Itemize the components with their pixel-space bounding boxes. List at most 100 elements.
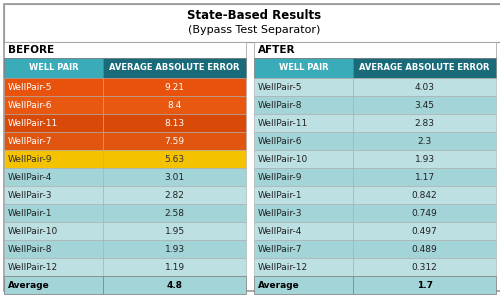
Bar <box>103 204 246 222</box>
Text: (Bypass Test Separator): (Bypass Test Separator) <box>188 25 320 35</box>
Bar <box>103 78 246 96</box>
Bar <box>254 150 353 168</box>
Text: WellPair-1: WellPair-1 <box>8 209 52 217</box>
Text: Average: Average <box>258 281 300 289</box>
Text: 5.63: 5.63 <box>164 155 184 163</box>
Text: WellPair-7: WellPair-7 <box>258 245 302 253</box>
Text: WellPair-5: WellPair-5 <box>258 83 302 91</box>
Text: 8.13: 8.13 <box>164 119 184 127</box>
Text: WellPair-12: WellPair-12 <box>258 263 308 271</box>
Text: 1.95: 1.95 <box>164 227 184 235</box>
Bar <box>103 186 246 204</box>
Bar <box>4 150 103 168</box>
Text: WellPair-5: WellPair-5 <box>8 83 52 91</box>
Bar <box>254 240 353 258</box>
Text: 0.842: 0.842 <box>412 191 438 199</box>
Text: 1.19: 1.19 <box>164 263 184 271</box>
Bar <box>353 186 496 204</box>
Text: WellPair-11: WellPair-11 <box>8 119 58 127</box>
Bar <box>103 150 246 168</box>
Bar <box>103 132 246 150</box>
Bar <box>353 114 496 132</box>
Bar <box>353 222 496 240</box>
Bar <box>353 276 496 294</box>
Bar <box>353 96 496 114</box>
Bar <box>254 276 353 294</box>
Bar <box>4 168 103 186</box>
Bar <box>4 258 103 276</box>
Text: WellPair-8: WellPair-8 <box>258 101 302 109</box>
Bar <box>254 204 353 222</box>
Text: 9.21: 9.21 <box>164 83 184 91</box>
Text: 2.3: 2.3 <box>418 137 432 145</box>
Bar <box>353 150 496 168</box>
Bar <box>353 58 496 78</box>
Bar <box>254 168 353 186</box>
Bar <box>4 42 246 58</box>
Bar <box>4 114 103 132</box>
Text: WellPair-4: WellPair-4 <box>258 227 302 235</box>
Text: 8.4: 8.4 <box>168 101 181 109</box>
Text: 0.497: 0.497 <box>412 227 438 235</box>
Text: 0.489: 0.489 <box>412 245 438 253</box>
Text: WellPair-1: WellPair-1 <box>258 191 302 199</box>
Text: WellPair-3: WellPair-3 <box>8 191 52 199</box>
Text: 2.83: 2.83 <box>414 119 434 127</box>
Bar <box>103 222 246 240</box>
Text: 0.749: 0.749 <box>412 209 438 217</box>
Text: AFTER: AFTER <box>258 45 296 55</box>
Bar <box>254 96 353 114</box>
Text: WellPair-6: WellPair-6 <box>258 137 302 145</box>
Text: AVERAGE ABSOLUTE ERROR: AVERAGE ABSOLUTE ERROR <box>110 63 240 73</box>
Bar <box>103 276 246 294</box>
Bar <box>103 168 246 186</box>
Text: WellPair-3: WellPair-3 <box>258 209 302 217</box>
Text: WellPair-9: WellPair-9 <box>258 173 302 181</box>
Bar <box>4 240 103 258</box>
Text: WellPair-10: WellPair-10 <box>8 227 58 235</box>
Bar <box>254 78 353 96</box>
Text: WELL PAIR: WELL PAIR <box>279 63 328 73</box>
Bar <box>254 58 353 78</box>
Text: WellPair-12: WellPair-12 <box>8 263 58 271</box>
Text: 3.01: 3.01 <box>164 173 184 181</box>
Text: 1.93: 1.93 <box>414 155 434 163</box>
Text: WellPair-9: WellPair-9 <box>8 155 52 163</box>
Bar <box>4 58 103 78</box>
Bar <box>103 240 246 258</box>
Text: WellPair-10: WellPair-10 <box>258 155 308 163</box>
Text: 2.58: 2.58 <box>164 209 184 217</box>
Bar <box>4 132 103 150</box>
Text: AVERAGE ABSOLUTE ERROR: AVERAGE ABSOLUTE ERROR <box>360 63 490 73</box>
Bar <box>254 132 353 150</box>
Text: 4.8: 4.8 <box>166 281 182 289</box>
Bar <box>353 240 496 258</box>
Bar <box>4 204 103 222</box>
Text: WellPair-6: WellPair-6 <box>8 101 52 109</box>
Bar <box>4 276 103 294</box>
Bar <box>4 78 103 96</box>
Text: 7.59: 7.59 <box>164 137 184 145</box>
Bar <box>254 222 353 240</box>
Bar <box>254 258 353 276</box>
Bar <box>4 96 103 114</box>
Bar <box>103 258 246 276</box>
Bar <box>103 58 246 78</box>
Bar <box>254 114 353 132</box>
Bar <box>4 186 103 204</box>
Text: 1.93: 1.93 <box>164 245 184 253</box>
Bar <box>4 4 500 42</box>
Bar <box>103 114 246 132</box>
Text: State-Based Results: State-Based Results <box>187 9 321 22</box>
Text: WellPair-4: WellPair-4 <box>8 173 52 181</box>
Bar <box>353 78 496 96</box>
Text: BEFORE: BEFORE <box>8 45 54 55</box>
Text: WELL PAIR: WELL PAIR <box>29 63 78 73</box>
Text: WellPair-11: WellPair-11 <box>258 119 308 127</box>
Text: WellPair-8: WellPair-8 <box>8 245 52 253</box>
Text: Average: Average <box>8 281 50 289</box>
Bar <box>353 132 496 150</box>
Text: 0.312: 0.312 <box>412 263 438 271</box>
Text: 1.7: 1.7 <box>416 281 432 289</box>
Text: 2.82: 2.82 <box>164 191 184 199</box>
